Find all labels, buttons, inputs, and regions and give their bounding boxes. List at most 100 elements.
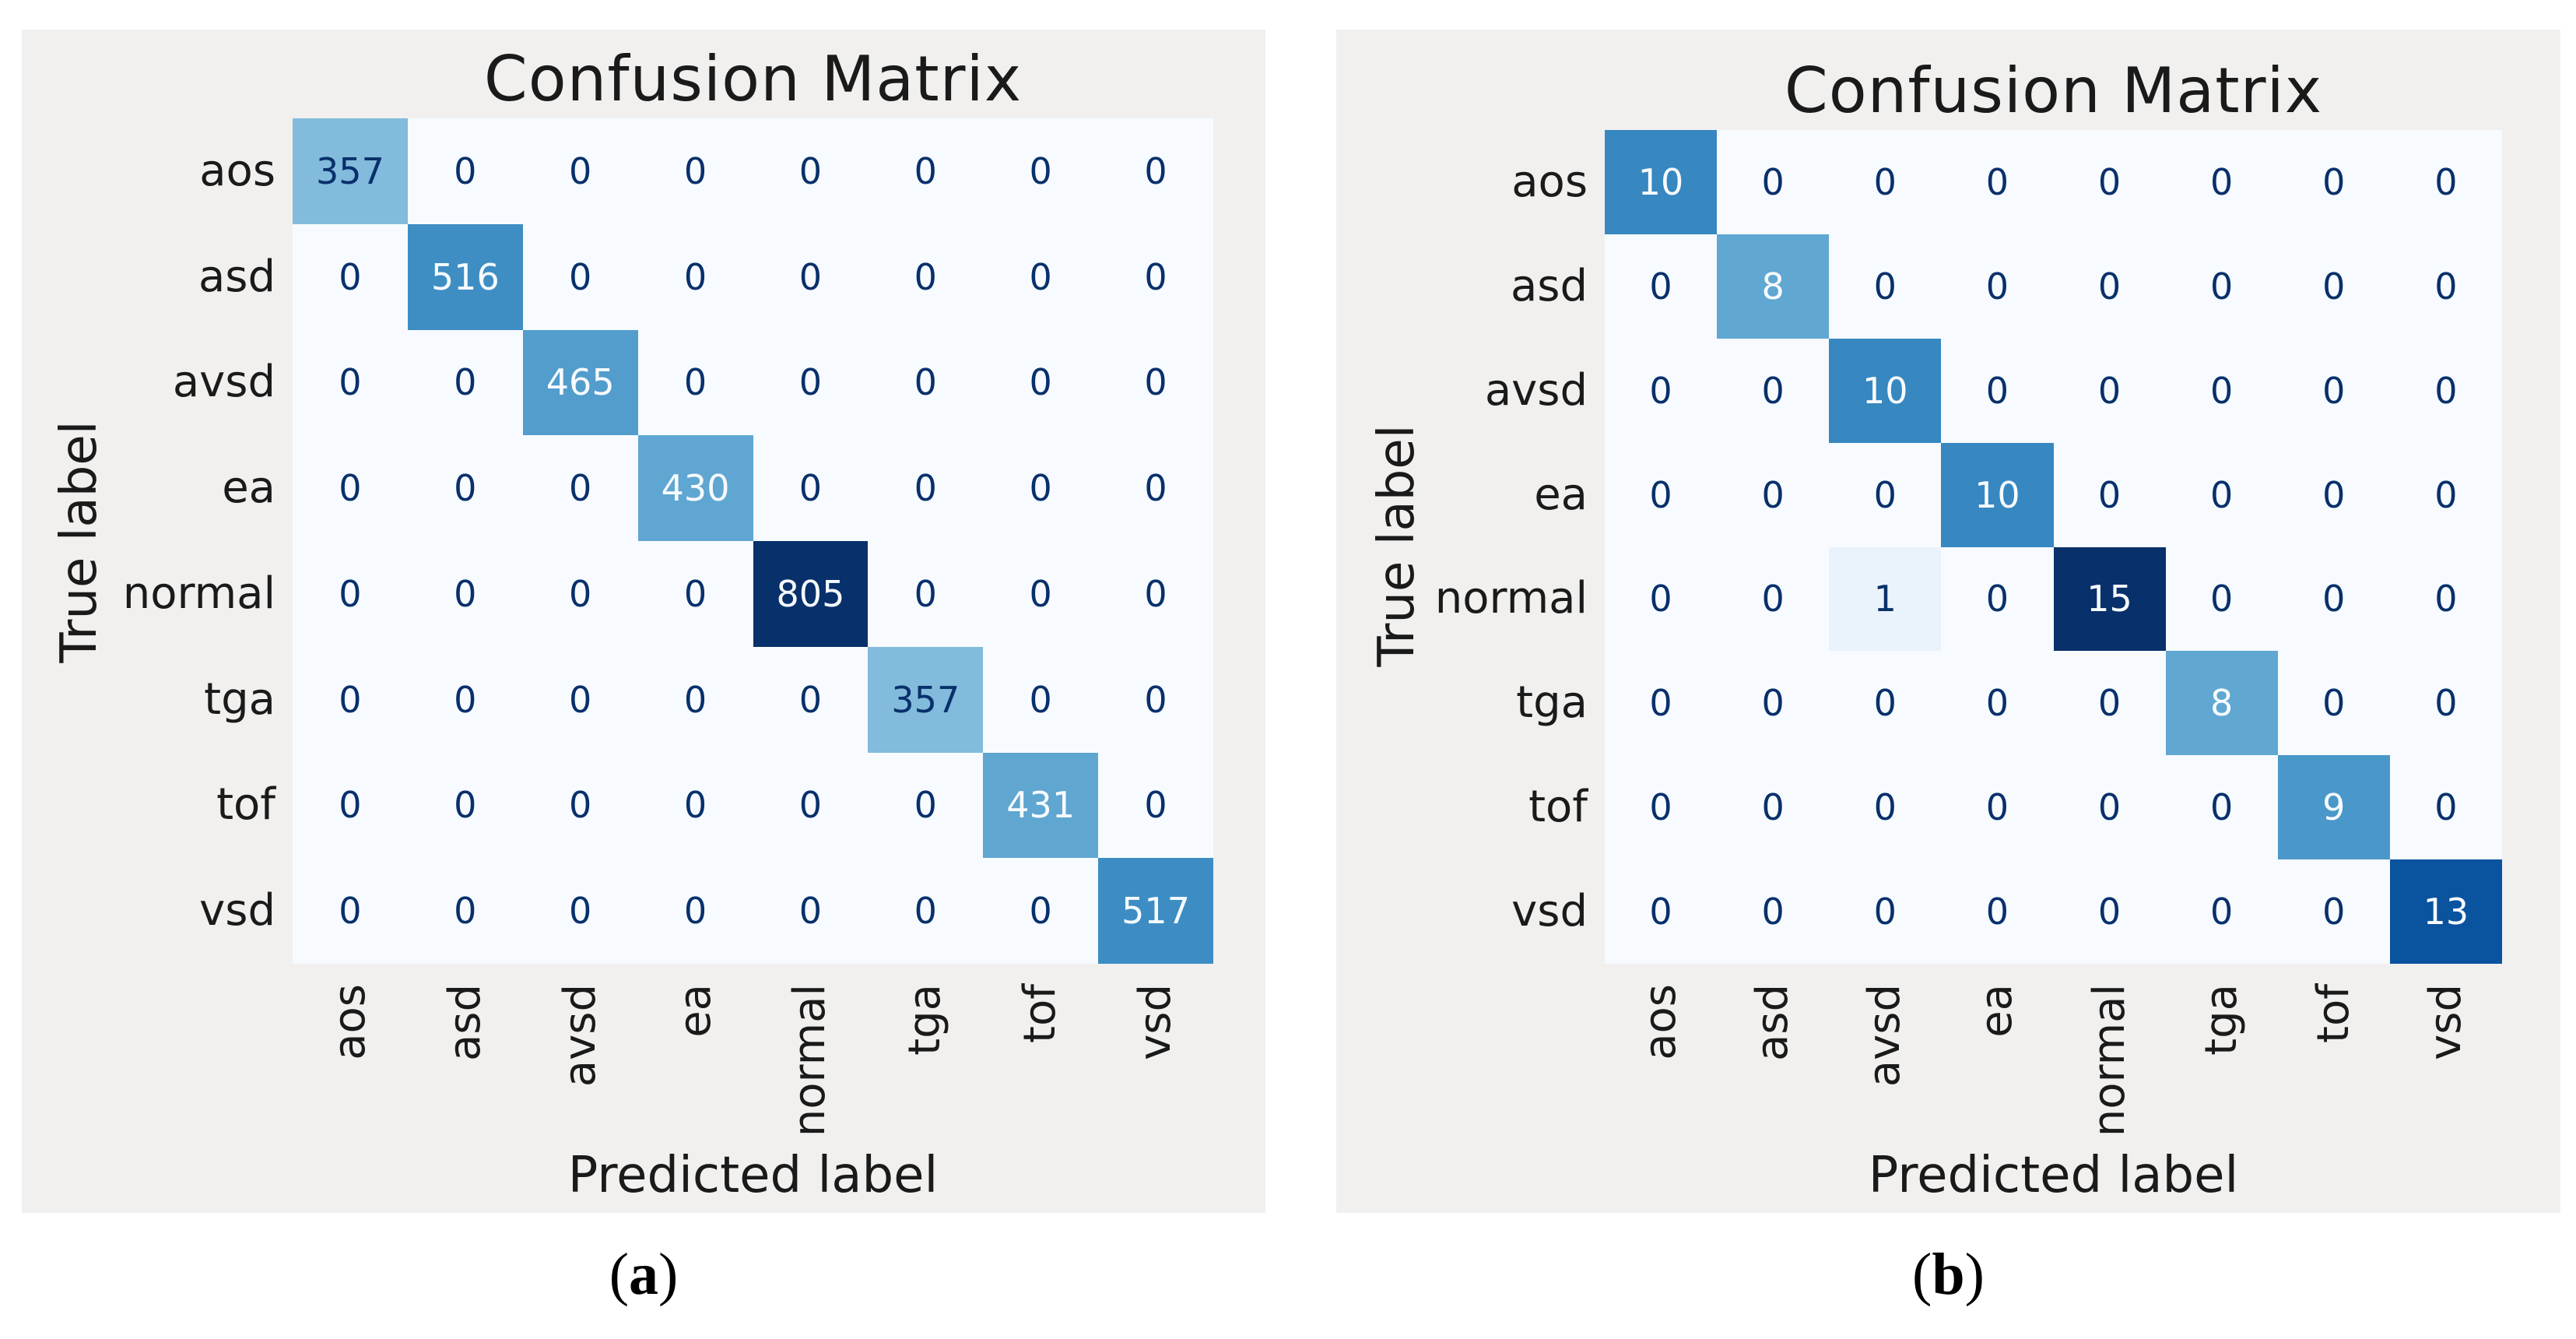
matrix-cell: 0 bbox=[1717, 859, 1830, 964]
matrix-cell: 0 bbox=[637, 118, 753, 224]
subfigure-caption-a: (a) bbox=[22, 1242, 1265, 1308]
matrix-cell: 805 bbox=[753, 541, 869, 647]
matrix-cell: 0 bbox=[868, 435, 984, 541]
matrix-cell: 0 bbox=[1605, 442, 1718, 547]
matrix-cell: 0 bbox=[983, 329, 1099, 436]
matrix-cell: 0 bbox=[522, 541, 638, 647]
matrix-cell: 0 bbox=[868, 223, 984, 330]
matrix-cell: 0 bbox=[1717, 338, 1830, 443]
confusion-matrix-grid: 357 0 0 0 0 0 0 0 0 516 0 0 0 0 0 0 0 0 465 0 0 0 0 0 0 0 0 430 0 0 0 0… bbox=[293, 118, 1213, 964]
matrix-cell: 0 bbox=[2053, 130, 2166, 234]
matrix-cell: 15 bbox=[2053, 546, 2166, 652]
matrix-cell: 0 bbox=[2277, 651, 2390, 756]
x-tick-label: normal bbox=[784, 984, 836, 1137]
matrix-cell: 0 bbox=[637, 858, 753, 964]
matrix-cell: 0 bbox=[983, 541, 1099, 647]
figure-panel-a: Confusion Matrix 357 0 0 0 0 0 0 0 0 516 0 0 0 0 0 0 0 0 4… bbox=[22, 30, 1265, 1213]
matrix-cell: 0 bbox=[522, 118, 638, 224]
x-tick-label: vsd bbox=[2420, 984, 2471, 1060]
matrix-cell: 0 bbox=[1941, 338, 2054, 443]
matrix-cell: 0 bbox=[753, 646, 869, 753]
matrix-cell: 0 bbox=[522, 858, 638, 964]
y-tick-label: aos bbox=[1511, 156, 1588, 207]
matrix-cell: 0 bbox=[983, 223, 1099, 330]
matrix-cell: 0 bbox=[637, 541, 753, 647]
matrix-cell: 357 bbox=[868, 646, 984, 753]
y-axis-label: True label bbox=[51, 420, 108, 663]
matrix-cell: 0 bbox=[637, 329, 753, 436]
matrix-cell: 0 bbox=[2389, 651, 2502, 756]
matrix-cell: 0 bbox=[753, 329, 869, 436]
matrix-cell: 0 bbox=[293, 752, 408, 859]
matrix-cell: 0 bbox=[1605, 234, 1718, 339]
matrix-cell: 0 bbox=[2165, 546, 2278, 652]
matrix-cell: 0 bbox=[1605, 338, 1718, 443]
matrix-cell: 8 bbox=[2165, 651, 2278, 756]
matrix-cell: 9 bbox=[2277, 755, 2390, 860]
matrix-cell: 0 bbox=[407, 752, 523, 859]
matrix-cell: 0 bbox=[2389, 755, 2502, 860]
y-tick-label: aos bbox=[199, 145, 275, 196]
matrix-cell: 0 bbox=[2165, 755, 2278, 860]
matrix-cell: 0 bbox=[2277, 130, 2390, 234]
matrix-cell: 0 bbox=[2389, 338, 2502, 443]
matrix-cell: 465 bbox=[522, 329, 638, 436]
matrix-cell: 0 bbox=[983, 118, 1099, 224]
matrix-cell: 0 bbox=[407, 329, 523, 436]
matrix-cell: 0 bbox=[1605, 546, 1718, 652]
matrix-cell: 0 bbox=[522, 223, 638, 330]
y-tick-label: asd bbox=[198, 251, 275, 302]
matrix-cell: 0 bbox=[2277, 859, 2390, 964]
y-tick-label: tof bbox=[216, 779, 275, 831]
matrix-cell: 357 bbox=[293, 118, 408, 224]
matrix-cell: 0 bbox=[407, 118, 523, 224]
matrix-cell: 0 bbox=[868, 329, 984, 436]
x-tick-label: avsd bbox=[554, 984, 605, 1088]
matrix-cell: 0 bbox=[1098, 752, 1213, 859]
matrix-cell: 0 bbox=[1829, 651, 1942, 756]
matrix-cell: 0 bbox=[2053, 859, 2166, 964]
matrix-cell: 0 bbox=[522, 435, 638, 541]
matrix-cell: 0 bbox=[1829, 130, 1942, 234]
matrix-cell: 0 bbox=[1829, 234, 1942, 339]
matrix-cell: 0 bbox=[868, 858, 984, 964]
x-tick-label: vsd bbox=[1130, 984, 1181, 1060]
matrix-cell: 0 bbox=[293, 223, 408, 330]
matrix-cell: 1 bbox=[1829, 546, 1942, 652]
matrix-cell: 0 bbox=[2053, 442, 2166, 547]
matrix-cell: 0 bbox=[637, 752, 753, 859]
matrix-cell: 0 bbox=[753, 223, 869, 330]
y-tick-label: normal bbox=[122, 568, 275, 619]
matrix-cell: 0 bbox=[1941, 234, 2054, 339]
x-tick-label: asd bbox=[439, 984, 490, 1062]
matrix-cell: 0 bbox=[1098, 646, 1213, 753]
figure-panel-b: Confusion Matrix 10 0 0 0 0 0 0 0 0 8 0 0 0 0 0 0 0 0 10 0 0… bbox=[1336, 30, 2560, 1213]
y-tick-label: tof bbox=[1528, 782, 1588, 833]
x-axis-label: Predicted label bbox=[567, 1147, 939, 1204]
y-tick-label: avsd bbox=[1484, 364, 1588, 416]
matrix-cell: 10 bbox=[1941, 442, 2054, 547]
x-tick-label: ea bbox=[669, 984, 721, 1038]
y-tick-label: ea bbox=[222, 462, 275, 514]
matrix-cell: 0 bbox=[293, 435, 408, 541]
matrix-cell: 0 bbox=[1098, 435, 1213, 541]
matrix-cell: 0 bbox=[407, 858, 523, 964]
y-tick-label: vsd bbox=[199, 885, 275, 937]
matrix-cell: 0 bbox=[293, 329, 408, 436]
matrix-cell: 0 bbox=[1829, 859, 1942, 964]
matrix-cell: 0 bbox=[2389, 442, 2502, 547]
matrix-cell: 0 bbox=[868, 118, 984, 224]
matrix-cell: 0 bbox=[1941, 755, 2054, 860]
matrix-cell: 0 bbox=[983, 858, 1099, 964]
matrix-cell: 0 bbox=[1829, 442, 1942, 547]
matrix-cell: 0 bbox=[2165, 338, 2278, 443]
chart-title: Confusion Matrix bbox=[1784, 54, 2323, 127]
matrix-cell: 0 bbox=[2165, 234, 2278, 339]
matrix-cell: 0 bbox=[293, 858, 408, 964]
matrix-cell: 430 bbox=[637, 435, 753, 541]
matrix-cell: 0 bbox=[2389, 546, 2502, 652]
subfigure-caption-b: (b) bbox=[1336, 1242, 2560, 1308]
x-axis-label: Predicted label bbox=[1868, 1147, 2239, 1204]
x-tick-label: ea bbox=[1971, 984, 2023, 1038]
y-tick-label: vsd bbox=[1511, 886, 1588, 937]
